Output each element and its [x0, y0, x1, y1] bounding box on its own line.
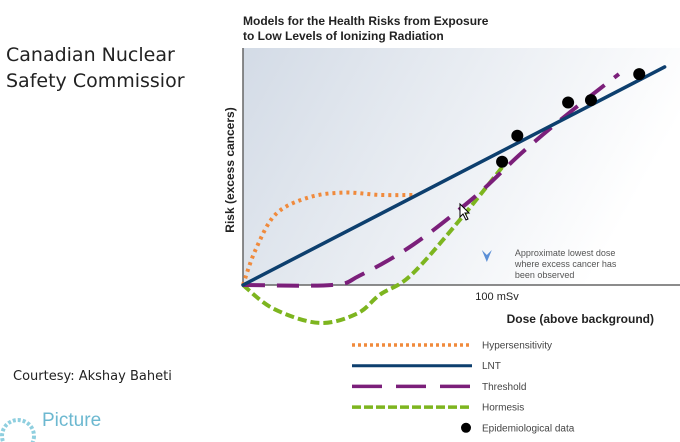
- series-line-lnt: [241, 65, 667, 287]
- legend-item: Hormesis: [352, 403, 524, 414]
- annotation: Approximate lowest dose where excess can…: [481, 248, 617, 280]
- annotation-line: where excess cancer has: [514, 259, 617, 269]
- legend-item: Hypersensitivity: [352, 341, 552, 352]
- annotation-line: Approximate lowest dose: [515, 248, 616, 258]
- series-line-hormesis: [241, 162, 507, 325]
- slide-heading: Canadian Nuclear Safety Commissior: [6, 42, 185, 94]
- legend-label: Hypersensitivity: [482, 341, 552, 352]
- title-line: Models for the Health Risks from Exposur…: [243, 14, 489, 28]
- heading-line: Safety Commissior: [6, 70, 185, 92]
- legend-label: Hormesis: [482, 403, 524, 414]
- courtesy-text: Courtesy: Akshay Baheti: [13, 369, 172, 384]
- chart-title: Models for the Health Risks from Exposur…: [243, 14, 488, 44]
- x-tick-label: 100 mSv: [475, 291, 519, 303]
- y-axis-label: Risk (excess cancers): [223, 107, 237, 232]
- legend-label: Threshold: [482, 382, 526, 393]
- legend: Hypersensitivity LNT Threshold Hormesis Epid…: [352, 341, 575, 434]
- data-point: [562, 96, 575, 109]
- legend-label: LNT: [482, 361, 501, 372]
- down-arrow-icon: [481, 250, 492, 262]
- logo: [0, 418, 36, 442]
- data-point: [511, 129, 524, 142]
- data-point: [496, 155, 509, 168]
- legend-item: Threshold: [352, 382, 526, 393]
- legend-label: Epidemiological data: [482, 423, 575, 434]
- legend-item: LNT: [352, 361, 501, 372]
- title-line: to Low Levels of Ionizing Radiation: [243, 29, 444, 43]
- series-line-threshold: [242, 72, 621, 288]
- heading-line: Canadian Nuclear: [6, 44, 175, 66]
- data-point: [633, 68, 646, 81]
- data-point: [584, 94, 597, 107]
- series-line-hypersensitivity: [241, 190, 416, 286]
- legend-item: Epidemiological data: [461, 422, 575, 434]
- legend-swatch: [461, 422, 471, 433]
- logo-text: Picture: [42, 410, 102, 431]
- mouse-cursor-icon: [459, 202, 471, 221]
- annotation-line: been observed: [515, 270, 575, 280]
- x-axis-label: Dose (above background): [507, 312, 654, 326]
